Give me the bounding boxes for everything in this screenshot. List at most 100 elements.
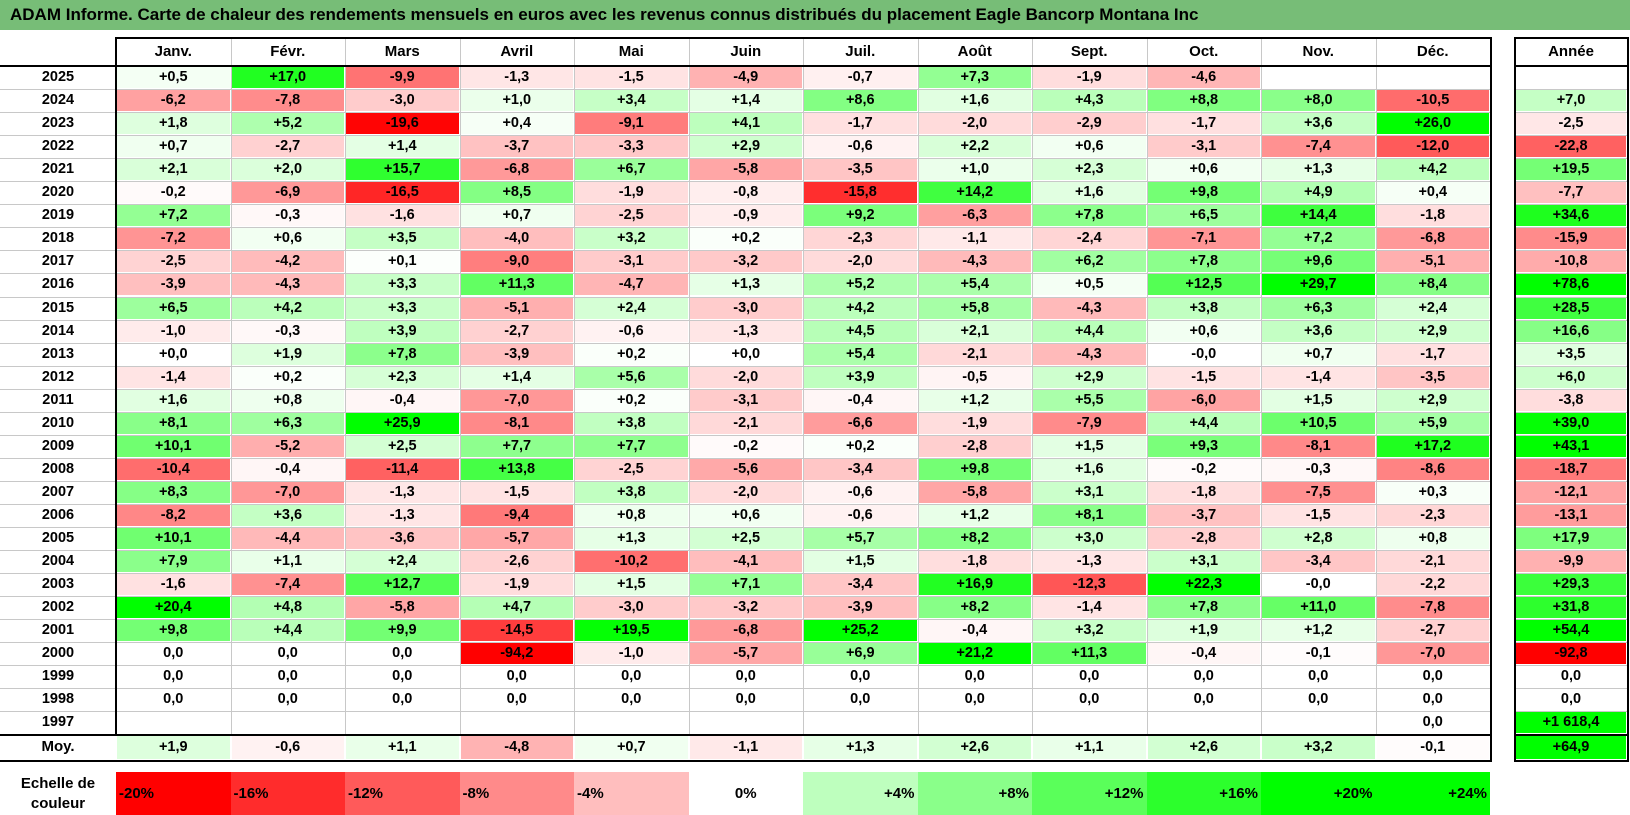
table-border bbox=[116, 37, 1492, 39]
grid-line bbox=[1515, 688, 1627, 690]
grid-line bbox=[0, 619, 1490, 621]
heatmap-cell: +5,7 bbox=[804, 528, 917, 550]
heatmap-cell: +13,8 bbox=[460, 458, 573, 480]
year-label: 2013 bbox=[41, 345, 75, 362]
heatmap-cell: 0,0 bbox=[231, 643, 344, 665]
average-cell: +1,3 bbox=[804, 735, 917, 759]
heatmap-cell: +2,0 bbox=[231, 159, 344, 181]
year-label: 2011 bbox=[42, 391, 74, 408]
heatmap-cell: -1,3 bbox=[689, 320, 802, 342]
heatmap-cell: +9,8 bbox=[1147, 182, 1260, 204]
year-total-cell: +7,0 bbox=[1516, 90, 1626, 112]
year-total-cell: +54,4 bbox=[1516, 620, 1626, 642]
heatmap-cell: -0,6 bbox=[575, 320, 688, 342]
color-scale-swatch: +16% bbox=[1146, 772, 1261, 815]
year-total-cell: -92,8 bbox=[1516, 643, 1626, 665]
grid-line bbox=[1261, 39, 1262, 735]
heatmap-cell: -2,7 bbox=[460, 320, 573, 342]
heatmap-cell: +6,3 bbox=[231, 412, 344, 434]
heatmap-cell: +3,1 bbox=[1147, 551, 1260, 573]
grid-line bbox=[0, 273, 1490, 275]
heatmap-cell: 0,0 bbox=[346, 666, 459, 688]
heatmap-cell: -1,3 bbox=[1033, 551, 1146, 573]
grid-line bbox=[0, 319, 1490, 321]
average-cell: +1,1 bbox=[1033, 735, 1146, 759]
month-header: Avril bbox=[500, 43, 534, 60]
heatmap-cell: +1,4 bbox=[460, 366, 573, 388]
heatmap-cell: -2,0 bbox=[689, 366, 802, 388]
heatmap-cell: -2,0 bbox=[804, 251, 917, 273]
grid-line bbox=[0, 711, 1490, 713]
heatmap-cell bbox=[117, 712, 230, 734]
year-total-cell: -10,8 bbox=[1516, 251, 1626, 273]
color-scale-swatch: +12% bbox=[1032, 772, 1147, 815]
heatmap-cell: 0,0 bbox=[460, 666, 573, 688]
heatmap-cell: +8,3 bbox=[117, 481, 230, 503]
heatmap-cell: +0,8 bbox=[231, 389, 344, 411]
heatmap-cell: +7,1 bbox=[689, 574, 802, 596]
year-label: 2022 bbox=[41, 138, 75, 155]
heatmap-cell: -0,9 bbox=[689, 205, 802, 227]
heatmap-cell: +16,9 bbox=[918, 574, 1031, 596]
heatmap-cell: +0,5 bbox=[1033, 274, 1146, 296]
heatmap-cell: +2,8 bbox=[1262, 528, 1375, 550]
average-cell: +1,1 bbox=[346, 735, 459, 759]
grid-line bbox=[1515, 89, 1627, 91]
heatmap-cell: +6,7 bbox=[575, 159, 688, 181]
heatmap-cell: +8,1 bbox=[1033, 504, 1146, 526]
heatmap-cell: -6,6 bbox=[804, 412, 917, 434]
grid-line bbox=[0, 112, 1490, 114]
heatmap-cell: -6,9 bbox=[231, 182, 344, 204]
year-label: 2016 bbox=[41, 276, 75, 293]
heatmap-cell: 0,0 bbox=[804, 689, 917, 711]
heatmap-cell: 0,0 bbox=[1376, 712, 1489, 734]
heatmap-cell: -1,7 bbox=[1147, 113, 1260, 135]
heatmap-cell: +3,8 bbox=[575, 412, 688, 434]
year-total-cell: +29,3 bbox=[1516, 574, 1626, 596]
heatmap-cell: -0,2 bbox=[117, 182, 230, 204]
heatmap-cell: +1,0 bbox=[460, 90, 573, 112]
year-total-cell: +28,5 bbox=[1516, 297, 1626, 319]
color-scale-swatch: +4% bbox=[803, 772, 918, 815]
year-label: 1999 bbox=[41, 668, 75, 685]
heatmap-cell: +2,5 bbox=[346, 435, 459, 457]
heatmap-cell: -1,9 bbox=[918, 412, 1031, 434]
heatmap-cell: -7,2 bbox=[117, 228, 230, 250]
heatmap-cell: +4,2 bbox=[231, 297, 344, 319]
heatmap-cell: +26,0 bbox=[1376, 113, 1489, 135]
year-label: 2007 bbox=[41, 483, 75, 500]
heatmap-cell: +0,3 bbox=[1376, 481, 1489, 503]
heatmap-cell: -1,5 bbox=[1262, 504, 1375, 526]
grid-line bbox=[917, 39, 919, 735]
heatmap-cell: +4,9 bbox=[1262, 182, 1375, 204]
heatmap-cell: -7,0 bbox=[231, 481, 344, 503]
heatmap-cell: -2,1 bbox=[1376, 551, 1489, 573]
heatmap-cell: -5,8 bbox=[346, 597, 459, 619]
heatmap-cell: +0,6 bbox=[1033, 136, 1146, 158]
heatmap-cell: -3,0 bbox=[346, 90, 459, 112]
heatmap-cell: -7,0 bbox=[1376, 643, 1489, 665]
color-scale-swatch: 0% bbox=[688, 772, 803, 815]
color-scale-swatch: +20% bbox=[1261, 772, 1376, 815]
year-total-cell: +6,0 bbox=[1516, 366, 1626, 388]
heatmap-cell: +3,6 bbox=[1262, 320, 1375, 342]
heatmap-cell: -0,7 bbox=[804, 67, 917, 89]
heatmap-cell: +7,8 bbox=[1147, 251, 1260, 273]
grid-line bbox=[0, 434, 1490, 436]
year-label: 2000 bbox=[41, 645, 75, 662]
heatmap-cell: -5,7 bbox=[460, 528, 573, 550]
grid-line bbox=[0, 573, 1490, 575]
heatmap-cell: +25,2 bbox=[804, 620, 917, 642]
heatmap-cell: -4,2 bbox=[231, 251, 344, 273]
grid-line bbox=[0, 503, 1490, 505]
heatmap-cell: +3,4 bbox=[575, 90, 688, 112]
heatmap-cell: -0,3 bbox=[1262, 458, 1375, 480]
heatmap-cell: -1,8 bbox=[918, 551, 1031, 573]
year-label: 2018 bbox=[41, 230, 75, 247]
heatmap-cell: +1,5 bbox=[575, 574, 688, 596]
heatmap-cell: +2,4 bbox=[346, 551, 459, 573]
heatmap-cell: +3,1 bbox=[1033, 481, 1146, 503]
heatmap-cell: +4,2 bbox=[804, 297, 917, 319]
heatmap-cell: -3,7 bbox=[460, 136, 573, 158]
